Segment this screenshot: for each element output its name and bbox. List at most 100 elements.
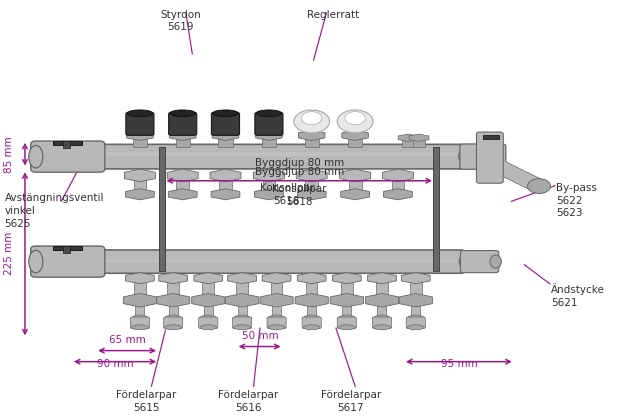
Bar [378,300,387,318]
Bar [63,246,70,253]
Polygon shape [409,134,429,141]
Text: Konsollpar
5618: Konsollpar 5618 [272,184,327,207]
Text: 90 mm: 90 mm [97,359,133,369]
Bar [63,141,70,148]
Text: 95 mm: 95 mm [441,359,477,369]
Polygon shape [211,189,240,200]
Bar [202,278,214,298]
Bar [237,300,246,318]
FancyBboxPatch shape [461,250,499,273]
Bar [433,147,440,271]
Text: 65 mm: 65 mm [109,335,145,345]
Polygon shape [260,293,293,307]
Ellipse shape [29,145,43,168]
Polygon shape [401,273,430,284]
Bar [342,300,351,318]
Polygon shape [298,189,326,200]
Bar [348,137,362,147]
Ellipse shape [199,315,217,323]
Text: 85 mm: 85 mm [4,136,14,173]
Ellipse shape [408,325,424,330]
Ellipse shape [212,110,238,117]
Bar [271,278,282,298]
Ellipse shape [303,315,321,323]
Polygon shape [298,273,326,284]
Ellipse shape [165,325,181,330]
Bar [306,278,317,298]
Ellipse shape [127,110,153,117]
Ellipse shape [268,325,285,330]
FancyBboxPatch shape [211,112,239,135]
Bar [176,176,189,193]
Polygon shape [255,130,282,140]
Bar [392,176,404,193]
FancyBboxPatch shape [126,112,154,135]
Ellipse shape [338,315,356,323]
Polygon shape [210,169,241,182]
Ellipse shape [256,110,282,117]
Polygon shape [228,273,257,284]
Text: Styrdon
5619: Styrdon 5619 [161,10,201,33]
Polygon shape [332,273,361,284]
Bar [341,278,353,298]
FancyBboxPatch shape [255,112,283,135]
FancyBboxPatch shape [96,144,465,169]
Bar [168,278,179,298]
Text: Avstängningsventil
vinkel
5625: Avstängningsventil vinkel 5625 [4,193,104,229]
Polygon shape [225,293,259,307]
FancyBboxPatch shape [31,246,105,277]
Bar [134,176,147,193]
Text: 225 mm: 225 mm [4,232,14,275]
FancyBboxPatch shape [232,317,252,329]
FancyBboxPatch shape [96,250,465,273]
Bar [136,300,145,318]
Bar [133,137,147,147]
FancyBboxPatch shape [476,132,503,183]
FancyBboxPatch shape [198,317,218,329]
Bar [349,176,362,193]
Polygon shape [194,273,223,284]
Polygon shape [367,273,396,284]
Ellipse shape [303,325,320,330]
Polygon shape [124,293,157,307]
Bar [403,139,414,147]
Bar [218,137,232,147]
Circle shape [294,110,330,133]
Ellipse shape [132,325,148,330]
Text: Ändstycke
5621: Ändstycke 5621 [551,283,605,308]
Polygon shape [124,169,156,182]
Bar [103,152,458,156]
Polygon shape [191,293,225,307]
Bar [262,137,276,147]
Text: Fördelarpar
5616: Fördelarpar 5616 [218,390,278,413]
Polygon shape [253,169,284,182]
Bar [103,258,458,262]
Ellipse shape [373,315,391,323]
Polygon shape [167,169,198,182]
Ellipse shape [268,315,285,323]
Text: 50 mm: 50 mm [242,331,278,341]
Polygon shape [295,293,328,307]
Circle shape [337,110,373,133]
Bar [305,137,319,147]
Polygon shape [157,293,189,307]
FancyBboxPatch shape [302,317,321,329]
Bar [236,278,248,298]
Circle shape [301,112,322,125]
Circle shape [527,179,550,194]
Bar [305,176,318,193]
FancyBboxPatch shape [372,317,392,329]
Bar [53,247,82,250]
FancyBboxPatch shape [131,317,150,329]
FancyBboxPatch shape [169,112,196,135]
Bar [307,300,316,318]
Polygon shape [170,130,196,140]
Ellipse shape [490,255,501,268]
Text: Byggdjup 80 mm: Byggdjup 80 mm [255,167,344,177]
Ellipse shape [233,315,251,323]
Polygon shape [398,134,418,141]
Ellipse shape [131,315,149,323]
Polygon shape [127,130,153,140]
FancyBboxPatch shape [337,317,356,329]
FancyBboxPatch shape [460,144,506,169]
